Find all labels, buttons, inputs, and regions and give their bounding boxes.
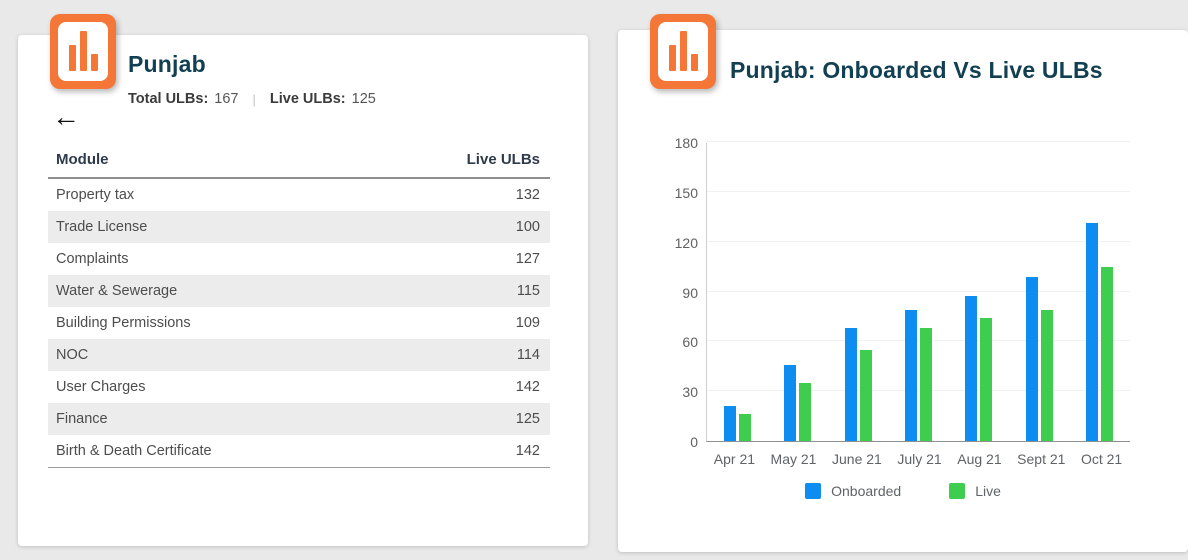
bar-group	[904, 309, 932, 441]
legend-item-live[interactable]: Live	[949, 483, 1001, 499]
bar-live[interactable]	[859, 349, 872, 441]
x-tick-label: June 21	[832, 451, 882, 467]
gridline	[707, 240, 1130, 242]
table-row: Birth & Death Certificate 142	[48, 435, 550, 467]
module-cell: Building Permissions	[56, 315, 191, 331]
live-ulbs-cell: 115	[516, 283, 540, 299]
table-row: NOC 114	[48, 339, 550, 371]
legend-swatch	[805, 483, 822, 499]
module-cell: Water & Sewerage	[56, 283, 178, 299]
x-tick-label: Oct 21	[1080, 451, 1123, 467]
x-tick-label: May 21	[770, 451, 817, 467]
module-cell: NOC	[56, 347, 89, 363]
state-title: Punjab	[128, 51, 206, 77]
x-tick-label: Sept 21	[1017, 451, 1066, 467]
x-tick-label: Aug 21	[957, 451, 1002, 467]
bar-group	[784, 364, 812, 441]
punjab-chart-card: Punjab: Onboarded Vs Live ULBs 0 30 60 90 12…	[618, 14, 1188, 552]
table-row: Water & Sewerage 115	[48, 275, 550, 307]
y-tick-label: 180	[674, 135, 698, 151]
legend-label: Onboarded	[831, 483, 902, 499]
bar-onboarded[interactable]	[965, 296, 978, 441]
bar-group	[965, 296, 993, 441]
bar-chart-icon	[50, 14, 116, 89]
gridline	[707, 390, 1130, 392]
y-tick-label: 90	[682, 284, 698, 301]
live-ulbs-cell: 100	[515, 219, 540, 235]
y-tick-label: 0	[690, 434, 698, 450]
onboarded-vs-live-chart: 0 30 60 90 120 150 180	[618, 135, 1188, 450]
chart-legend: Onboarded Live	[618, 483, 1188, 499]
bar-live[interactable]	[1101, 266, 1114, 441]
bar-chart-icon-glyph	[658, 22, 708, 81]
y-tick-label: 30	[682, 384, 698, 401]
chart-plot-area	[706, 141, 1130, 442]
x-tick-label: Apr 21	[713, 451, 756, 467]
bar-live[interactable]	[799, 382, 812, 441]
total-ulbs-value: 167	[214, 91, 239, 107]
live-ulbs-cell: 132	[515, 187, 540, 203]
chart-title: Punjab: Onboarded Vs Live ULBs	[730, 57, 1103, 83]
bar-live[interactable]	[1040, 309, 1053, 441]
table-row: User Charges 142	[48, 371, 550, 403]
module-cell: Finance	[56, 411, 108, 427]
legend-item-onboarded[interactable]: Onboarded	[805, 483, 901, 499]
y-tick-label: 60	[682, 334, 698, 351]
x-tick-label: July 21	[897, 451, 942, 467]
bar-live[interactable]	[980, 318, 993, 441]
live-ulbs-cell: 127	[515, 251, 540, 267]
y-tick-label: 120	[674, 234, 698, 251]
table-row: Property tax 132	[48, 179, 550, 211]
legend-swatch	[949, 483, 966, 499]
bar-onboarded[interactable]	[844, 328, 857, 441]
table-row: Building Permissions 109	[48, 307, 550, 339]
live-ulbs-label: Live ULBs:	[269, 91, 346, 107]
live-ulbs-value: 125	[351, 91, 376, 107]
stats-divider: |	[252, 91, 256, 107]
bar-chart-icon-glyph	[58, 22, 108, 81]
punjab-modules-card: Punjab Total ULBs: 167 | Live ULBs: 125 …	[18, 14, 588, 546]
total-ulbs-label: Total ULBs:	[128, 91, 209, 107]
bar-group	[844, 328, 872, 441]
table-row: Trade License 100	[48, 211, 550, 243]
ulb-stats: Total ULBs: 167 | Live ULBs: 125	[128, 91, 376, 107]
bar-onboarded[interactable]	[784, 364, 797, 441]
table-header: Module Live ULBs	[48, 147, 550, 179]
column-module: Module	[56, 151, 109, 168]
live-ulbs-cell: 109	[515, 315, 540, 331]
module-cell: Complaints	[56, 251, 129, 267]
gridline	[707, 290, 1130, 292]
modules-table: Module Live ULBs Property tax 132 Trade Li…	[48, 147, 550, 468]
legend-label: Live	[975, 483, 1001, 499]
table-row: Finance 125	[48, 403, 550, 435]
table-body: Property tax 132 Trade License 100 Complaint…	[48, 179, 550, 468]
gridline	[707, 141, 1130, 142]
bar-onboarded[interactable]	[904, 309, 917, 441]
live-ulbs-cell: 114	[516, 347, 540, 363]
module-cell: Trade License	[56, 219, 148, 235]
x-axis-labels: Apr 21 May 21 June 21 July 21 Aug 21 Sept 21 O…	[706, 451, 1130, 467]
bar-live[interactable]	[738, 414, 751, 441]
live-ulbs-cell: 142	[515, 443, 540, 459]
live-ulbs-cell: 125	[515, 411, 540, 427]
bar-onboarded[interactable]	[1086, 223, 1099, 441]
module-cell: User Charges	[56, 379, 146, 395]
live-ulbs-cell: 142	[515, 379, 540, 395]
gridline	[707, 340, 1130, 342]
bar-group	[723, 406, 751, 441]
bar-chart-icon	[650, 14, 716, 89]
bar-live[interactable]	[919, 328, 932, 441]
module-cell: Property tax	[56, 187, 135, 203]
bar-onboarded[interactable]	[723, 406, 736, 441]
bar-onboarded[interactable]	[1025, 276, 1038, 441]
module-cell: Birth & Death Certificate	[56, 443, 212, 459]
column-live-ulbs: Live ULBs	[466, 151, 540, 168]
back-arrow-icon[interactable]: ←	[48, 99, 84, 135]
bar-group	[1086, 223, 1114, 441]
bar-group	[1025, 276, 1053, 441]
table-row: Complaints 127	[48, 243, 550, 275]
gridline	[707, 190, 1130, 192]
y-tick-label: 150	[674, 184, 698, 201]
